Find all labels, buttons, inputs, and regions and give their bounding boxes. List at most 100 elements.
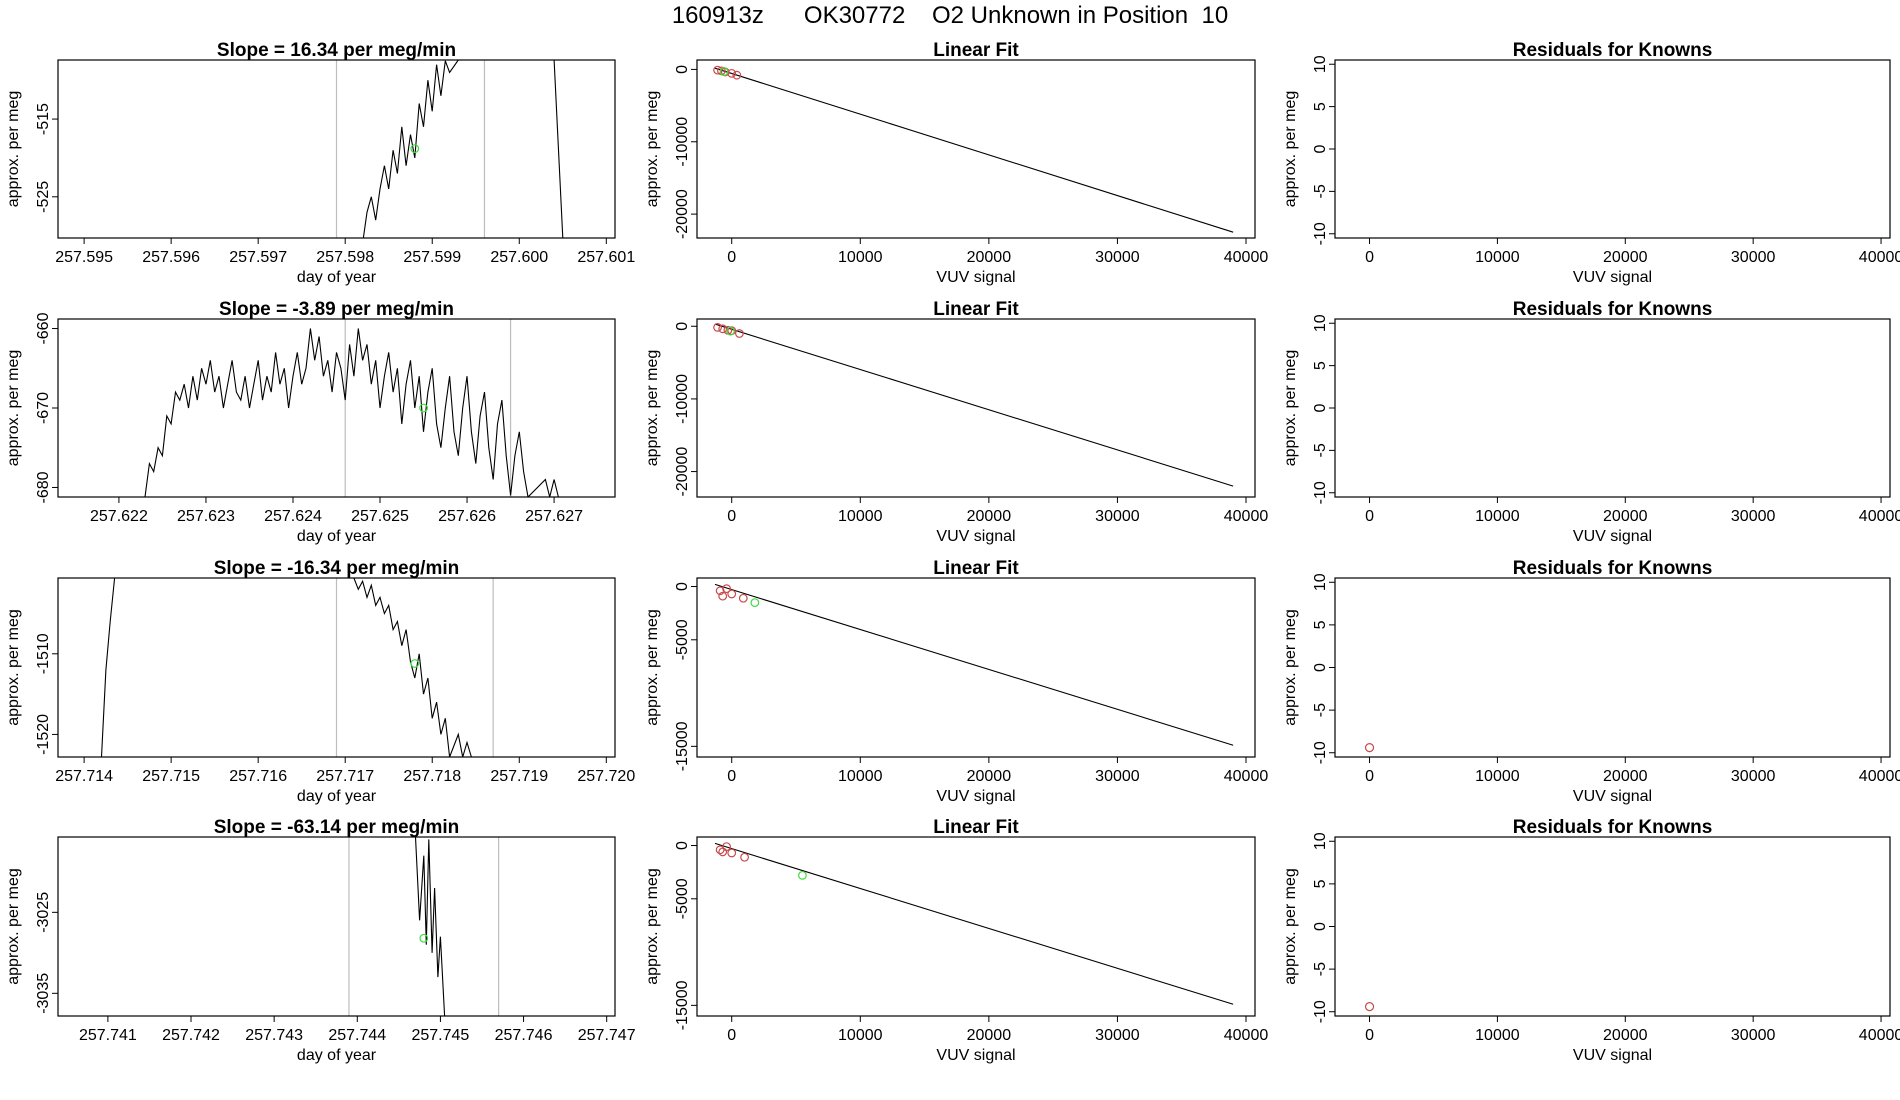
panel-3-resid-ytick-label-1: -10	[1312, 741, 1329, 764]
panel-4-resid-xtick-label-3: 20000	[1603, 1027, 1648, 1044]
panel-4-fit-ytick-label-2: -5000	[674, 878, 691, 919]
panel-2-trace-xtick-label-1: 257.622	[90, 508, 148, 525]
panel-4-trace-ytick-label-2: -3025	[35, 892, 52, 933]
panel-2-fit-unknown-point-1	[726, 326, 735, 336]
panel-4-resid-residual-point-1	[1364, 1002, 1375, 1012]
panel-2-resid-ytick-label-5: 10	[1312, 314, 1329, 332]
panel-1-fit-known-point-5	[732, 70, 742, 80]
panel-2-trace-title: Slope = -3.89 per meg/min	[219, 299, 454, 320]
panel-4-trace-xtick-label-1: 257.741	[79, 1027, 137, 1044]
panel-3-trace-xtick-label-4: 257.717	[316, 768, 374, 785]
panel-1-resid-xtick-label-5: 40000	[1859, 249, 1900, 266]
panel-4-fit-known-point-5	[740, 852, 749, 862]
panel-1-trace-unknown-marker	[410, 144, 420, 154]
panel-4-fit-regression-line	[714, 842, 1234, 1005]
panel-2-fit-frame	[696, 318, 1256, 498]
panel-3-trace-frame	[57, 577, 616, 758]
panel-4-fit-unknown-point-1	[798, 870, 807, 880]
panel-1-fit-xtick-label-4: 30000	[1095, 249, 1140, 266]
panel-1-resid-xtick-label-3: 20000	[1603, 249, 1648, 266]
panel-4-fit-xtick-label-4: 30000	[1095, 1027, 1140, 1044]
panel-4-trace-frame	[57, 836, 616, 1017]
panel-4-fit-xlabel: VUV signal	[936, 1047, 1015, 1064]
panel-3-fit-ytick-label-3: 0	[674, 582, 691, 591]
panel-1-resid-title: Residuals for Knowns	[1513, 40, 1713, 61]
panel-1-fit-xtick-label-3: 20000	[967, 249, 1012, 266]
panel-1-fit-ylabel: approx. per meg	[644, 91, 661, 208]
panel-2-trace-trace-line	[144, 328, 559, 497]
panel-2-resid-xlabel: VUV signal	[1573, 528, 1652, 545]
panel-4-trace-title: Slope = -63.14 per meg/min	[214, 817, 460, 838]
panel-2-resid-xtick-label-3: 20000	[1603, 508, 1648, 525]
panel-1-resid-xtick-label-2: 10000	[1475, 249, 1520, 266]
panel-1-trace-xtick-label-7: 257.601	[577, 249, 635, 266]
panel-2-resid-ytick-label-3: 0	[1312, 403, 1329, 412]
panel-4-trace-xtick-label-4: 257.744	[328, 1027, 386, 1044]
panel-4-resid-xlabel: VUV signal	[1573, 1047, 1652, 1064]
panel-1-trace-xtick-label-3: 257.597	[229, 249, 287, 266]
panel-4-fit-ytick-label-3: 0	[674, 841, 691, 850]
panel-1-resid-frame	[1334, 59, 1891, 239]
panel-4-resid-ytick-label-3: 0	[1312, 922, 1329, 931]
panel-2-fit-ytick-label-3: 0	[674, 322, 691, 331]
panel-3-fit-xtick-label-3: 20000	[967, 768, 1012, 785]
panel-4-trace-xtick-label-2: 257.742	[162, 1027, 220, 1044]
panel-4-trace-unknown-marker	[419, 933, 429, 943]
panel-2-trace-xlabel: day of year	[297, 528, 377, 545]
panel-2-trace-xtick-label-3: 257.624	[264, 508, 322, 525]
panel-3-trace-xtick-label-2: 257.715	[142, 768, 200, 785]
panel-4-trace-xtick-label-5: 257.745	[411, 1027, 469, 1044]
panel-2-trace-xtick-label-6: 257.627	[525, 508, 583, 525]
panel-3-trace-ytick-label-2: -1510	[35, 633, 52, 674]
panel-3-fit-xlabel: VUV signal	[936, 788, 1015, 805]
panel-3-trace-ylabel: approx. per meg	[5, 609, 22, 726]
panel-4-trace-xtick-label-3: 257.743	[245, 1027, 303, 1044]
panel-4-fit-ytick-label-1: -15000	[674, 980, 691, 1030]
panel-3-fit-unknown-point-1	[750, 598, 760, 608]
panel-2-resid-ytick-label-1: -10	[1312, 481, 1329, 504]
panel-3-resid-title: Residuals for Knowns	[1513, 558, 1713, 579]
panel-1-trace-ylabel: approx. per meg	[5, 91, 22, 208]
panel-2-fit-ytick-label-1: -20000	[674, 447, 691, 497]
panel-4-fit-title: Linear Fit	[933, 817, 1019, 838]
panel-2-trace-xtick-label-2: 257.623	[177, 508, 235, 525]
panel-1-fit-ytick-label-2: -10000	[674, 117, 691, 167]
panel-1-fit-ytick-label-1: -20000	[674, 189, 691, 239]
panel-3-fit-known-point-4	[727, 589, 737, 599]
panel-3-trace-xtick-label-3: 257.716	[229, 768, 287, 785]
panel-3-resid-xtick-label-1: 0	[1365, 768, 1374, 785]
panel-2-fit-xtick-label-1: 0	[727, 508, 736, 525]
panel-1-fit-xlabel: VUV signal	[936, 269, 1015, 286]
panel-4-resid-title: Residuals for Knowns	[1513, 817, 1713, 838]
panel-1-fit-title: Linear Fit	[933, 40, 1019, 61]
panel-2-fit-xtick-label-5: 40000	[1224, 508, 1269, 525]
panel-3-fit-known-point-1	[715, 586, 725, 596]
panel-1-resid-ytick-label-3: 0	[1312, 144, 1329, 153]
panel-4-fit-xtick-label-2: 10000	[838, 1027, 883, 1044]
panel-4-fit-frame	[696, 836, 1256, 1017]
panel-2-fit-regression-line	[714, 323, 1234, 487]
panel-1-fit-frame	[696, 59, 1256, 239]
panel-2-resid-xtick-label-4: 30000	[1731, 508, 1776, 525]
panel-3-resid-xtick-label-2: 10000	[1475, 768, 1520, 785]
panel-3-fit-xtick-label-1: 0	[727, 768, 736, 785]
figure-title: 160913z OK30772 O2 Unknown in Position 1…	[671, 2, 1229, 29]
panel-4-trace-ylabel: approx. per meg	[5, 868, 22, 985]
panel-3-trace-trace2-line	[353, 578, 472, 757]
panel-3-fit-frame	[696, 577, 1256, 758]
panel-2-fit-known-point-5	[735, 329, 744, 338]
panel-2-trace-ytick-label-1: -680	[35, 471, 52, 503]
panel-3-resid-residual-point-1	[1364, 743, 1375, 753]
panel-3-fit-xtick-label-4: 30000	[1095, 768, 1140, 785]
panel-3-resid-xtick-label-5: 40000	[1859, 768, 1900, 785]
panel-3-trace-ytick-label-1: -1520	[35, 714, 52, 755]
panel-2-fit-known-point-1	[713, 322, 722, 332]
panel-1-trace-xtick-label-2: 257.596	[142, 249, 200, 266]
panel-3-trace-trace-line	[100, 578, 116, 757]
panel-2-trace-frame	[57, 318, 616, 498]
panel-2-trace-ytick-label-3: -660	[35, 312, 52, 344]
panel-1-trace-trace2-line	[553, 60, 564, 238]
panel-2-trace-ylabel: approx. per meg	[5, 350, 22, 467]
panel-4-trace-xtick-label-6: 257.746	[495, 1027, 553, 1044]
